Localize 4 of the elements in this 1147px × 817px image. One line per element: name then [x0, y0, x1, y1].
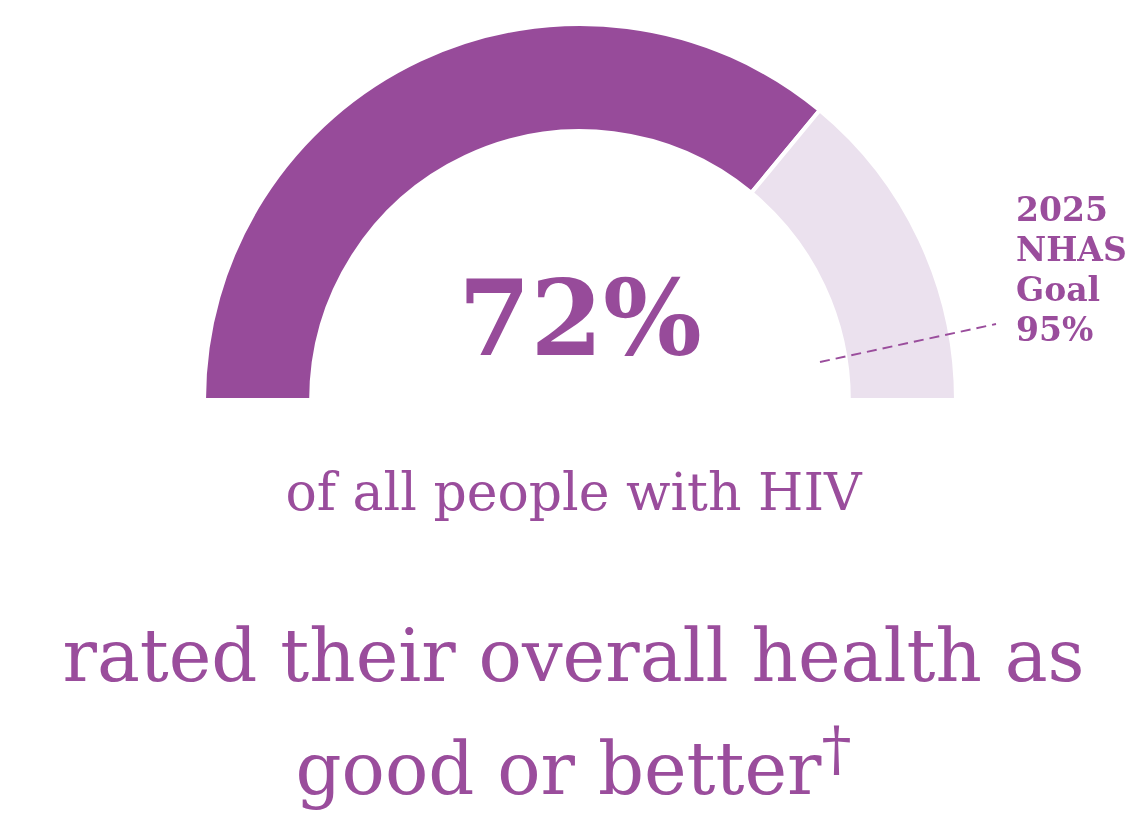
text: rated their overall health as good or better$^{†}$: [61, 613, 1086, 813]
text: 2025 NHAS Goal 95%: [1016, 190, 1128, 350]
text: of all people with HIV: [284, 462, 864, 522]
data-label: 72%: [458, 257, 702, 380]
